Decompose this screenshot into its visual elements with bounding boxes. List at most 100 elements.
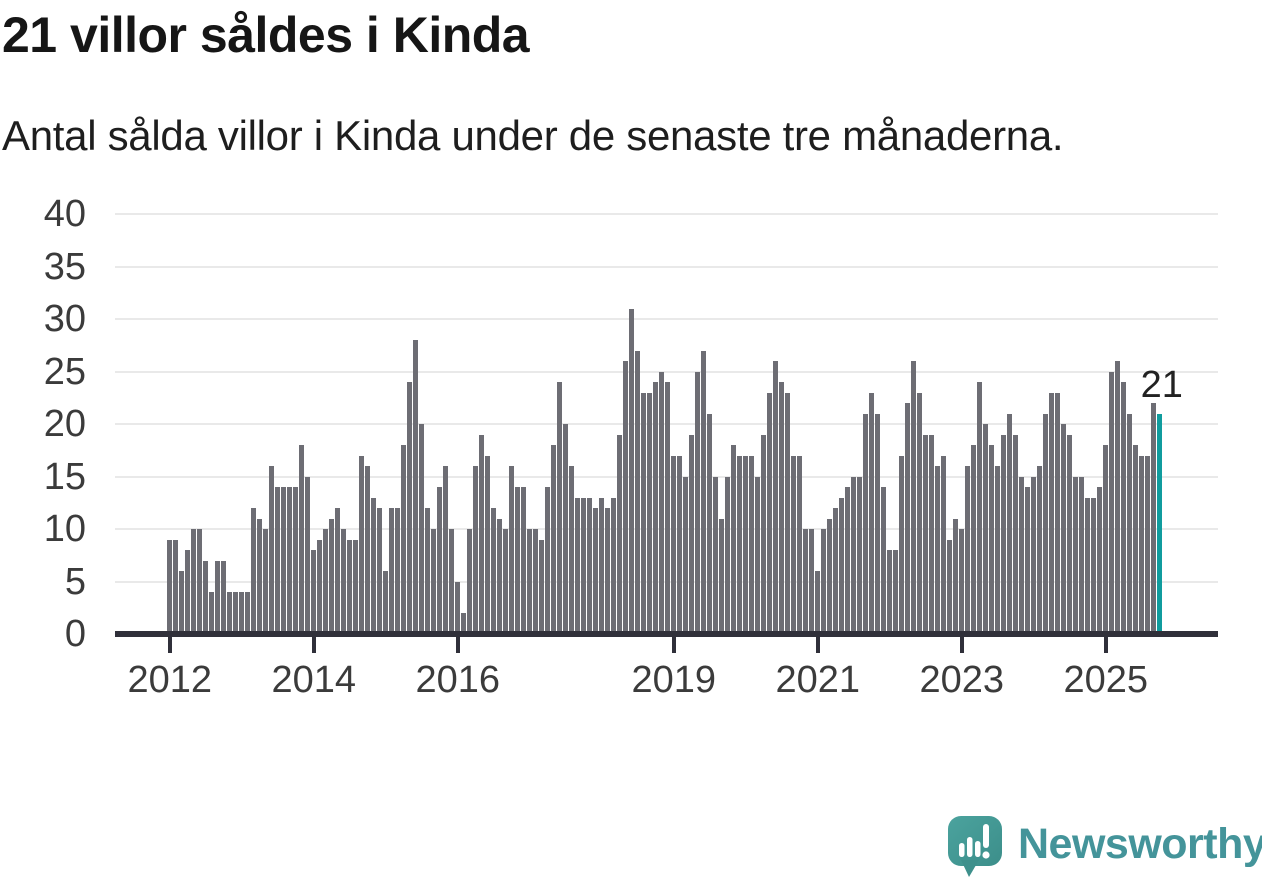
bar xyxy=(215,560,221,634)
bar xyxy=(485,455,491,634)
bar xyxy=(653,382,659,634)
bar xyxy=(1007,413,1013,634)
bar xyxy=(305,476,311,634)
bar xyxy=(671,455,677,634)
newsworthy-logo-text: Newsworthy xyxy=(1018,820,1262,868)
bar xyxy=(1019,476,1025,634)
bar xyxy=(1061,424,1067,634)
bar xyxy=(803,529,809,634)
bar xyxy=(401,445,407,634)
bar xyxy=(497,518,503,634)
bar xyxy=(347,539,353,634)
bar xyxy=(1079,476,1085,634)
bar xyxy=(365,466,371,634)
bar xyxy=(1031,476,1037,634)
bar xyxy=(1091,497,1097,634)
highlighted-bar xyxy=(1157,413,1163,634)
bar xyxy=(413,340,419,634)
bar xyxy=(1139,455,1145,634)
bar xyxy=(989,445,995,634)
bar xyxy=(377,508,383,634)
bar xyxy=(791,455,797,634)
y-axis-label: 40 xyxy=(43,193,86,235)
bar xyxy=(275,487,281,634)
bar xyxy=(527,529,533,634)
bar xyxy=(1049,392,1055,634)
bar xyxy=(503,529,509,634)
bar xyxy=(449,529,455,634)
last-value-annotation: 21 xyxy=(1140,363,1183,406)
bar xyxy=(257,518,263,634)
bar xyxy=(1127,413,1133,634)
bar xyxy=(995,466,1001,634)
y-gridline xyxy=(115,370,1218,373)
bar xyxy=(1013,434,1019,634)
bar xyxy=(929,434,935,634)
bar xyxy=(317,539,323,634)
bar xyxy=(473,466,479,634)
bar xyxy=(335,508,341,634)
bar xyxy=(719,518,725,634)
y-axis-label: 25 xyxy=(43,350,86,393)
bar xyxy=(1037,466,1043,634)
bar xyxy=(875,413,881,634)
bar xyxy=(227,592,233,634)
bar xyxy=(785,392,791,634)
bar xyxy=(761,434,767,634)
bar xyxy=(569,466,575,634)
bar xyxy=(389,508,395,634)
bar xyxy=(1115,361,1121,634)
bar xyxy=(911,361,917,634)
bar xyxy=(881,487,887,634)
bar xyxy=(431,529,437,634)
bar xyxy=(845,487,851,634)
bar xyxy=(629,308,635,634)
bar xyxy=(185,550,191,634)
bar xyxy=(371,497,377,634)
bar xyxy=(425,508,431,634)
bar xyxy=(953,518,959,634)
bar xyxy=(707,413,713,634)
x-axis-tick xyxy=(456,637,460,653)
bar xyxy=(251,508,257,634)
bar xyxy=(515,487,521,634)
bar xyxy=(677,455,683,634)
bar xyxy=(263,529,269,634)
bar xyxy=(545,487,551,634)
bar xyxy=(407,382,413,634)
bar xyxy=(647,392,653,634)
bar xyxy=(209,592,215,634)
bar xyxy=(779,382,785,634)
y-axis-label: 30 xyxy=(43,298,86,340)
bar xyxy=(479,434,485,634)
bar xyxy=(923,434,929,634)
bar xyxy=(905,403,911,634)
bar xyxy=(191,529,197,634)
bar xyxy=(533,529,539,634)
x-axis-tick xyxy=(816,637,820,653)
bar xyxy=(725,476,731,634)
bar xyxy=(1025,487,1031,634)
bar xyxy=(587,497,593,634)
bar xyxy=(341,529,347,634)
bar xyxy=(665,382,671,634)
bar xyxy=(395,508,401,634)
bar xyxy=(311,550,317,634)
bar xyxy=(917,392,923,634)
bar xyxy=(557,382,563,634)
bar xyxy=(641,392,647,634)
x-axis-tick xyxy=(312,637,316,653)
x-axis-label: 2014 xyxy=(271,659,357,701)
y-axis-label: 0 xyxy=(64,613,86,655)
bar xyxy=(329,518,335,634)
y-axis-label: 10 xyxy=(43,508,86,550)
bar xyxy=(521,487,527,634)
x-axis-tick xyxy=(672,637,676,653)
bar xyxy=(701,350,707,634)
bar xyxy=(197,529,203,634)
bar xyxy=(731,445,737,634)
bar xyxy=(323,529,329,634)
bar xyxy=(683,476,689,634)
bar xyxy=(551,445,557,634)
